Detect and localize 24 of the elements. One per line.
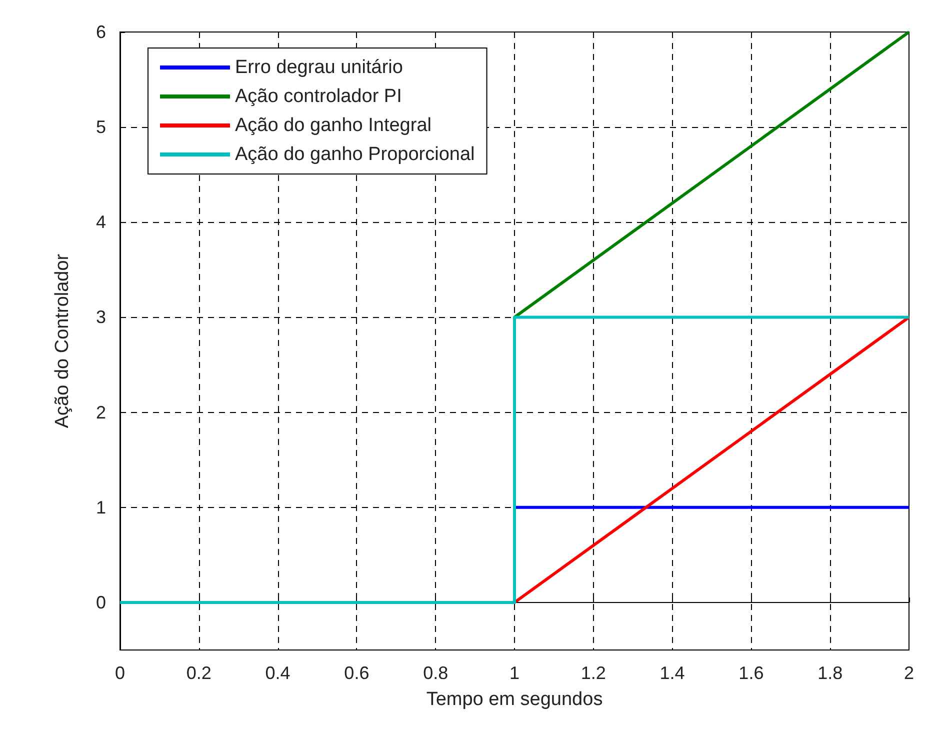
x-tick-label: 1 — [509, 663, 520, 683]
x-axis-title: Tempo em segundos — [426, 689, 603, 710]
x-tick-label: 0.2 — [186, 663, 212, 683]
y-tick-label: 6 — [96, 22, 106, 42]
y-tick-label: 2 — [96, 402, 106, 422]
legend-label: Ação controlador PI — [235, 86, 402, 107]
y-tick-label: 4 — [96, 212, 106, 232]
x-tick-label: 0.4 — [265, 663, 290, 683]
x-tick-label: 2 — [904, 663, 914, 683]
legend-label: Erro degrau unitário — [235, 57, 403, 78]
x-tick-label: 1.4 — [660, 663, 685, 683]
x-tick-label: 0 — [114, 663, 126, 683]
y-tick-label: 0 — [96, 592, 106, 612]
y-axis-title: Ação do Controlador — [52, 253, 73, 428]
x-tick-label: 0.8 — [423, 663, 448, 683]
x-tick-label: 1.2 — [580, 663, 606, 683]
y-tick-label: 3 — [96, 307, 106, 328]
x-tick-label: 1.8 — [818, 663, 843, 683]
y-tick-label: 5 — [96, 117, 106, 138]
x-tick-label: 1.6 — [738, 663, 764, 683]
x-tick-label: 0.6 — [344, 663, 370, 683]
legend-label: Ação do ganho Integral — [235, 115, 432, 136]
legend-label: Ação do ganho Proporcional — [235, 144, 475, 165]
y-tick-label: 1 — [96, 497, 106, 518]
